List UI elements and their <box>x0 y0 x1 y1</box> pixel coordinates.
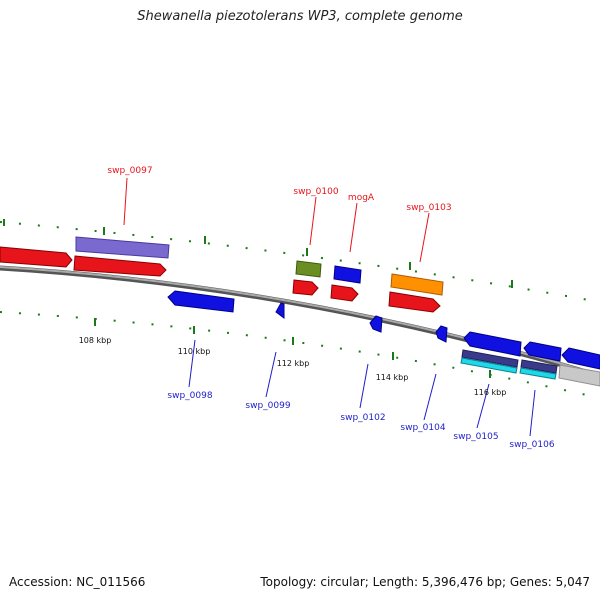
forward-label-leaders <box>123 177 430 263</box>
gene-swp-0097-rna[interactable] <box>75 236 170 259</box>
scale-label-112: 112 kbp <box>277 359 310 368</box>
gene-swp-0105[interactable] <box>463 331 522 357</box>
gene-right-reverse-blue[interactable] <box>561 347 600 370</box>
gene-swp-0098[interactable] <box>167 290 235 313</box>
gene-swp-0104[interactable] <box>435 325 448 343</box>
gene-swp-0100[interactable] <box>292 279 319 296</box>
scale-label-110: 110 kbp <box>178 347 211 356</box>
outer-major-ticks <box>3 219 513 288</box>
gene-label-swp-0103[interactable]: swp_0103 <box>406 203 451 213</box>
gene-label-swp-0106[interactable]: swp_0106 <box>509 440 554 450</box>
page-title: Shewanella piezotolerans WP3, complete g… <box>137 9 463 24</box>
gene-swp-0106[interactable] <box>523 341 562 362</box>
gene-label-moga[interactable]: mogA <box>348 193 375 203</box>
scale-label-114: 114 kbp <box>376 373 409 382</box>
gene-left-forward-red[interactable] <box>0 246 73 268</box>
gene-label-swp-0097[interactable]: swp_0097 <box>107 166 152 176</box>
accession-text: Accession: NC_011566 <box>9 575 146 589</box>
gene-swp-0099[interactable] <box>275 302 285 319</box>
gene-label-swp-0100[interactable]: swp_0100 <box>293 187 338 197</box>
gene-swp-0106-rna[interactable] <box>519 367 557 380</box>
inner-tick-ring <box>0 311 600 399</box>
gene-gray-region[interactable] <box>558 364 600 387</box>
gene-swp-0103-rna[interactable] <box>390 273 444 296</box>
reverse-label-leaders <box>188 339 536 437</box>
gene-swp-0106-rna-dark[interactable] <box>520 359 558 374</box>
gene-label-swp-0098[interactable]: swp_0098 <box>167 391 212 401</box>
gene-swp-0097[interactable] <box>73 255 167 277</box>
gene-label-swp-0102[interactable]: swp_0102 <box>340 413 385 423</box>
inner-major-ticks <box>94 318 491 378</box>
gene-swp-0100-rna[interactable] <box>295 260 322 278</box>
scale-label-116: 116 kbp <box>474 388 507 397</box>
gene-swp-0103[interactable] <box>388 291 441 313</box>
gene-label-swp-0099[interactable]: swp_0099 <box>245 401 290 411</box>
gene-label-swp-0105[interactable]: swp_0105 <box>453 432 498 442</box>
gene-moga-rna[interactable] <box>333 265 362 284</box>
gene-swp-0105-rna[interactable] <box>460 357 518 374</box>
gene-moga[interactable] <box>330 284 359 302</box>
genome-summary-text: Topology: circular; Length: 5,396,476 bp… <box>260 575 590 589</box>
gene-swp-0105-rna-dark[interactable] <box>461 349 519 368</box>
gene-label-swp-0104[interactable]: swp_0104 <box>400 423 445 433</box>
scale-label-108: 108 kbp <box>79 336 112 345</box>
gene-swp-0102[interactable] <box>369 315 383 333</box>
